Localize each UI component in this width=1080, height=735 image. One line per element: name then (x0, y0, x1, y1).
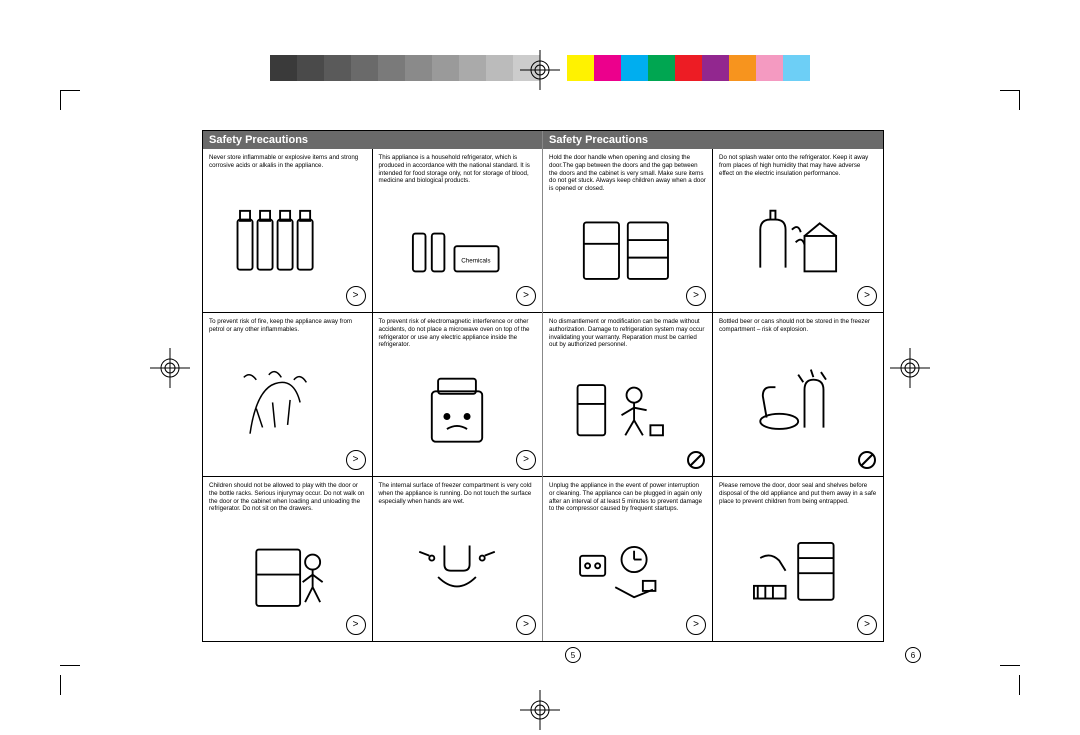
color-swatch (486, 55, 513, 81)
precaution-cell: To prevent risk of fire, keep the applia… (203, 313, 373, 477)
precaution-text: Never store inflammable or explosive ite… (209, 154, 366, 170)
color-swatch (351, 55, 378, 81)
precaution-cell: To prevent risk of electromagnetic inter… (373, 313, 543, 477)
chevron-icon: > (346, 286, 366, 306)
page-number-right: 6 (905, 647, 921, 663)
precaution-illustration (379, 505, 537, 637)
precaution-illustration (379, 349, 537, 472)
precaution-illustration (549, 349, 706, 472)
color-swatch (405, 55, 432, 81)
precaution-cell: Please remove the door, door seal and sh… (713, 477, 883, 641)
precaution-illustration (719, 177, 877, 308)
color-swatch (324, 55, 351, 81)
color-swatch (783, 55, 810, 81)
svg-text:Chemicals: Chemicals (461, 258, 490, 265)
precaution-text: Children should not be allowed to play w… (209, 482, 366, 513)
precaution-cell: This appliance is a household refrigerat… (373, 149, 543, 313)
color-swatch (594, 55, 621, 81)
precaution-text: Please remove the door, door seal and sh… (719, 482, 877, 505)
chevron-icon: > (857, 615, 877, 635)
chevron-icon: > (516, 615, 536, 635)
precaution-cell: The internal surface of freezer compartm… (373, 477, 543, 641)
precaution-illustration (719, 334, 877, 473)
color-swatch (675, 55, 702, 81)
color-swatch (459, 55, 486, 81)
color-swatch (567, 55, 594, 81)
precaution-text: Bottled beer or cans should not be store… (719, 318, 877, 334)
chevron-icon: > (346, 615, 366, 635)
precaution-text: No dismantlement or modification can be … (549, 318, 706, 349)
precaution-illustration (209, 513, 366, 637)
color-swatch (432, 55, 459, 81)
precaution-cell: Children should not be allowed to play w… (203, 477, 373, 641)
crop-mark (990, 665, 1020, 695)
precaution-cell: No dismantlement or modification can be … (543, 313, 713, 477)
manual-spread: Safety Precautions Never store inflammab… (202, 130, 884, 642)
page-right: Safety Precautions Hold the door handle … (543, 131, 883, 641)
registration-mark-right (890, 348, 930, 388)
registration-mark-left (150, 348, 190, 388)
crop-mark (990, 90, 1020, 120)
precaution-text: To prevent risk of fire, keep the applia… (209, 318, 366, 334)
chevron-icon: > (686, 615, 706, 635)
color-swatch (378, 55, 405, 81)
crop-mark (60, 665, 90, 695)
color-swatch (702, 55, 729, 81)
precaution-illustration (719, 505, 877, 637)
precaution-cell: Hold the door handle when opening and cl… (543, 149, 713, 313)
page-title-left: Safety Precautions (203, 131, 542, 149)
chevron-icon: > (516, 450, 536, 470)
precaution-illustration (549, 513, 706, 637)
page-number-left: 5 (565, 647, 581, 663)
color-swatch (297, 55, 324, 81)
chevron-icon: > (686, 286, 706, 306)
page-title-right: Safety Precautions (543, 131, 883, 149)
color-swatch (270, 55, 297, 81)
color-swatch (756, 55, 783, 81)
crop-mark (60, 90, 90, 120)
precaution-cell: Unplug the appliance in the event of pow… (543, 477, 713, 641)
precaution-illustration (549, 193, 706, 308)
precaution-text: This appliance is a household refrigerat… (379, 154, 537, 185)
precaution-illustration (209, 170, 366, 309)
chevron-icon: > (857, 286, 877, 306)
prohibit-icon (686, 450, 706, 470)
registration-mark-bottom (520, 690, 560, 730)
precaution-text: The internal surface of freezer compartm… (379, 482, 537, 505)
color-swatch (729, 55, 756, 81)
precaution-cell: Never store inflammable or explosive ite… (203, 149, 373, 313)
chevron-icon: > (346, 450, 366, 470)
prohibit-icon (857, 450, 877, 470)
precaution-text: Hold the door handle when opening and cl… (549, 154, 706, 193)
chevron-icon: > (516, 286, 536, 306)
color-swatch (648, 55, 675, 81)
precaution-text: To prevent risk of electromagnetic inter… (379, 318, 537, 349)
precaution-text: Unplug the appliance in the event of pow… (549, 482, 706, 513)
precaution-illustration: Chemicals (379, 185, 537, 308)
color-swatch (621, 55, 648, 81)
page-left: Safety Precautions Never store inflammab… (203, 131, 543, 641)
precaution-text: Do not splash water onto the refrigerato… (719, 154, 877, 177)
precaution-cell: Bottled beer or cans should not be store… (713, 313, 883, 477)
precaution-illustration (209, 334, 366, 473)
precaution-cell: Do not splash water onto the refrigerato… (713, 149, 883, 313)
registration-mark-top (520, 50, 560, 90)
